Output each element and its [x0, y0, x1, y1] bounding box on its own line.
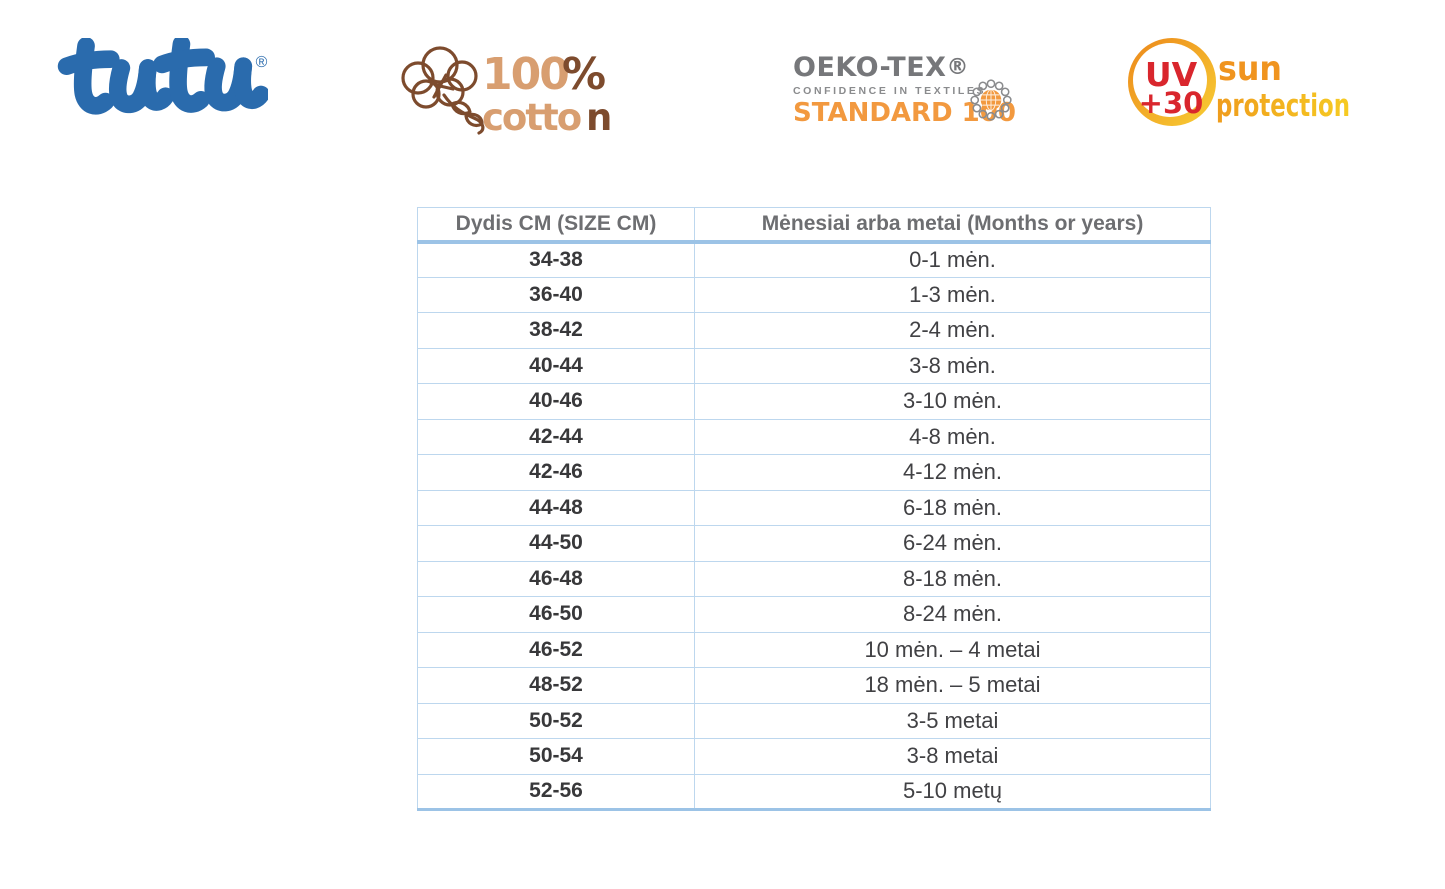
table-row: 50-54 3-8 metai [417, 738, 1211, 775]
size-cell: 46-50 [417, 596, 695, 633]
oekotex-text-block: OEKO-TEX® CONFIDENCE IN TEXTILES STANDAR… [793, 52, 1016, 128]
size-cell: 44-50 [417, 525, 695, 562]
size-cell: 46-48 [417, 560, 695, 597]
age-cell: 5-10 metų [694, 773, 1211, 811]
size-cell: 46-52 [417, 631, 695, 668]
age-cell: 8-24 mėn. [694, 596, 1211, 633]
cotton-percent-sign: % [562, 49, 606, 100]
size-column-header: Dydis CM (SIZE CM) [417, 207, 695, 244]
table-row: 38-42 2-4 mėn. [417, 312, 1211, 349]
cotton-badge: 100 % cotto n [390, 42, 614, 139]
cotton-percent-number: 100 [482, 49, 568, 100]
age-column-header: Mėnesiai arba metai (Months or years) [694, 207, 1211, 244]
table-header-row: Dydis CM (SIZE CM) Mėnesiai arba metai (… [417, 207, 1211, 244]
table-row: 42-46 4-12 mėn. [417, 454, 1211, 491]
oekotex-globe-icon [970, 79, 1012, 121]
cotton-word-head: cotto [482, 96, 581, 137]
size-cell: 42-46 [417, 454, 695, 491]
table-row: 42-44 4-8 mėn. [417, 418, 1211, 455]
size-cell: 36-40 [417, 276, 695, 313]
table-row: 44-50 6-24 mėn. [417, 525, 1211, 562]
table-row: 36-40 1-3 mėn. [417, 276, 1211, 313]
table-row: 46-48 8-18 mėn. [417, 560, 1211, 597]
size-cell: 50-54 [417, 738, 695, 775]
age-cell: 0-1 mėn. [694, 241, 1211, 278]
tutu-registered-mark: ® [256, 54, 268, 71]
table-row: 40-44 3-8 mėn. [417, 347, 1211, 384]
table-row: 46-52 10 mėn. – 4 metai [417, 631, 1211, 668]
age-cell: 3-8 mėn. [694, 347, 1211, 384]
protection-word: protection [1216, 88, 1350, 124]
table-row: 40-46 3-10 mėn. [417, 383, 1211, 420]
uv-factor-label: +30 [1139, 86, 1204, 120]
size-cell: 50-52 [417, 702, 695, 739]
size-cell: 52-56 [417, 773, 695, 811]
age-cell: 6-18 mėn. [694, 489, 1211, 526]
size-cell: 42-44 [417, 418, 695, 455]
sun-word: sun [1218, 49, 1282, 89]
age-cell: 8-18 mėn. [694, 560, 1211, 597]
age-cell: 3-10 mėn. [694, 383, 1211, 420]
oekotex-badge: OEKO-TEX® CONFIDENCE IN TEXTILES STANDAR… [793, 52, 1016, 128]
oekotex-title: OEKO-TEX® [793, 52, 969, 83]
table-row: 46-50 8-24 mėn. [417, 596, 1211, 633]
sun-protection-badge: UV +30 sun protection [1126, 34, 1352, 132]
size-cell: 40-44 [417, 347, 695, 384]
uv-label: UV [1145, 55, 1198, 94]
table-row: 44-48 6-18 mėn. [417, 489, 1211, 526]
age-cell: 2-4 mėn. [694, 312, 1211, 349]
size-cell: 34-38 [417, 241, 695, 278]
size-chart-table: Dydis CM (SIZE CM) Mėnesiai arba metai (… [417, 207, 1211, 811]
age-cell: 10 mėn. – 4 metai [694, 631, 1211, 668]
table-row: 48-52 18 mėn. – 5 metai [417, 667, 1211, 704]
size-cell: 40-46 [417, 383, 695, 420]
age-cell: 3-5 metai [694, 702, 1211, 739]
size-cell: 48-52 [417, 667, 695, 704]
tutu-logo: tutu ® [56, 35, 270, 128]
age-cell: 3-8 metai [694, 738, 1211, 775]
size-cell: 38-42 [417, 312, 695, 349]
size-cell: 44-48 [417, 489, 695, 526]
age-cell: 4-8 mėn. [694, 418, 1211, 455]
cotton-word-tail: n [586, 96, 612, 137]
age-cell: 6-24 mėn. [694, 525, 1211, 562]
age-cell: 1-3 mėn. [694, 276, 1211, 313]
oekotex-standard-label: STANDARD 100 [793, 98, 1016, 128]
age-cell: 18 mėn. – 5 metai [694, 667, 1211, 704]
table-row: 52-56 5-10 metų [417, 773, 1211, 811]
cotton-flower-icon: 100 % cotto n [401, 46, 612, 139]
uv-sun-icon: UV +30 sun protection [1128, 38, 1350, 126]
oekotex-title-text: OEKO-TEX [793, 52, 947, 83]
oekotex-registered-mark: ® [946, 55, 969, 80]
tutu-script-icon: ® [57, 35, 270, 115]
oekotex-subtitle: CONFIDENCE IN TEXTILES [793, 85, 987, 97]
age-cell: 4-12 mėn. [694, 454, 1211, 491]
table-row: 34-38 0-1 mėn. [417, 241, 1211, 278]
table-row: 50-52 3-5 metai [417, 702, 1211, 739]
